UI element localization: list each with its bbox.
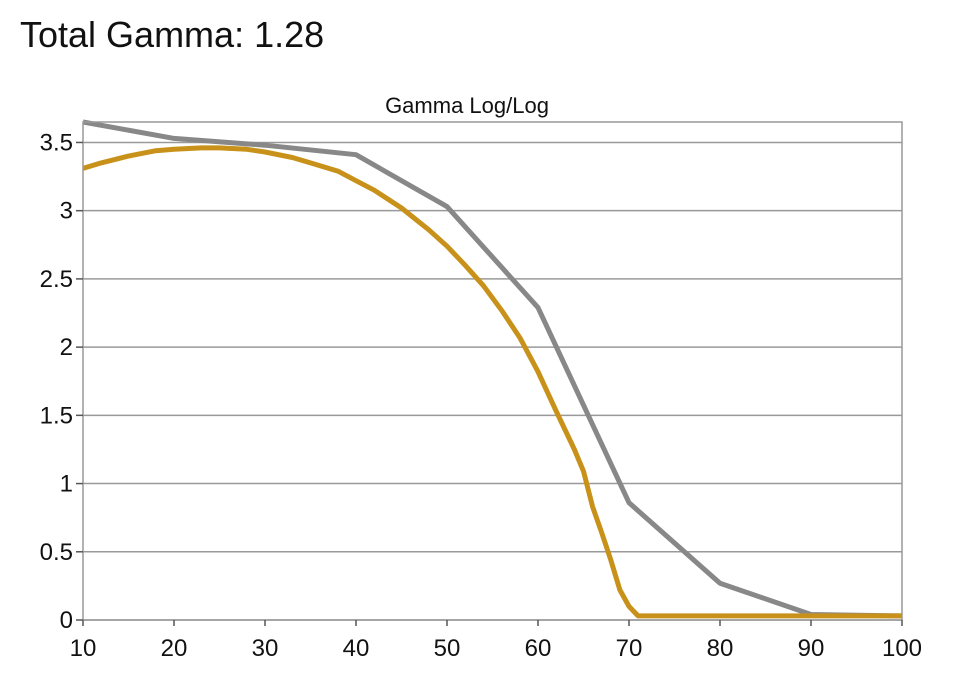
x-axis: 10 20 30 40 50 60 70 80 90 100 (70, 620, 922, 662)
chart-headline: Total Gamma: 1.28 (20, 14, 325, 55)
x-tick-label: 100 (882, 635, 922, 662)
series-group (82, 119, 903, 619)
x-tick-label: 60 (525, 635, 552, 662)
series-line-1 (82, 119, 903, 619)
y-tick-label: 0 (60, 607, 73, 634)
chart-title: Gamma Log/Log (385, 93, 549, 118)
x-tick-label: 20 (161, 635, 188, 662)
plot-border (82, 121, 903, 621)
x-tick-label: 40 (343, 635, 370, 662)
y-tick-label: 0.5 (40, 539, 73, 566)
y-tick-label: 1.5 (40, 402, 73, 429)
y-tick-label: 2 (60, 334, 73, 361)
x-tick-label: 90 (798, 635, 825, 662)
x-tick-label: 70 (616, 635, 643, 662)
x-tick-label: 30 (252, 635, 279, 662)
series-line-2 (82, 145, 902, 619)
grid-lines (83, 141, 902, 621)
y-tick-label: 1 (60, 471, 73, 498)
y-axis: 0 0.5 1 1.5 2 2.5 3 3.5 (40, 129, 83, 634)
y-tick-label: 2.5 (40, 266, 73, 293)
y-tick-label: 3.5 (40, 129, 73, 156)
x-tick-label: 10 (70, 635, 97, 662)
x-tick-label: 80 (707, 635, 734, 662)
x-tick-label: 50 (434, 635, 461, 662)
y-tick-label: 3 (60, 198, 73, 225)
